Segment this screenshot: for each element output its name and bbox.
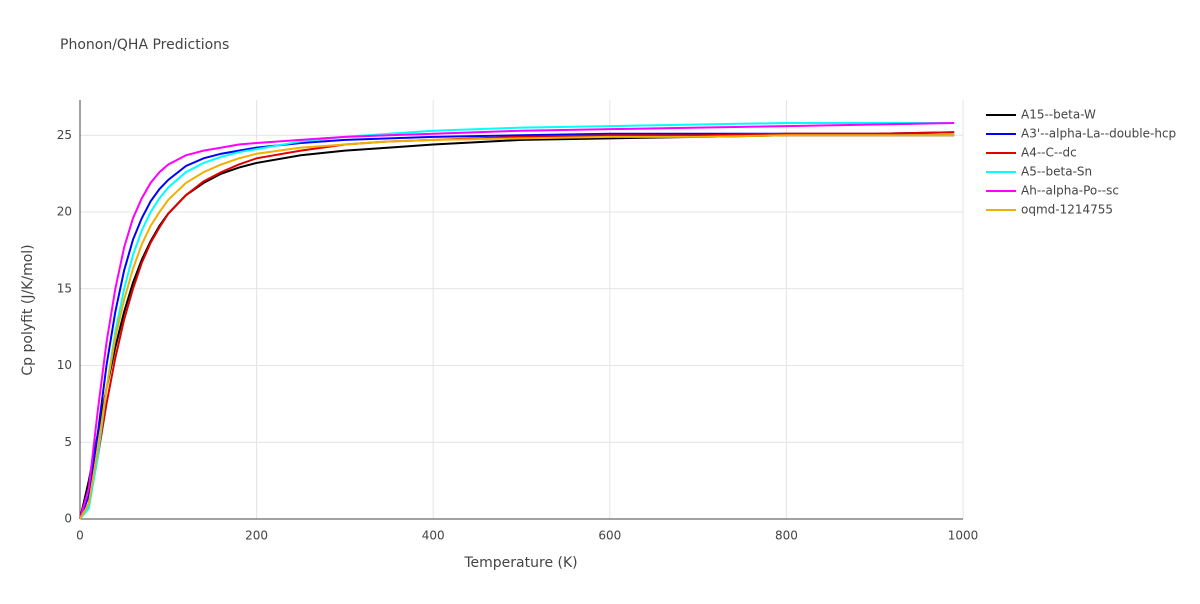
series-line [79, 122, 955, 520]
x-tick-label: 600 [598, 529, 621, 543]
y-tick-label: 10 [57, 358, 72, 372]
y-tick-label: 15 [57, 281, 72, 295]
y-tick-label: 5 [64, 435, 72, 449]
legend-label: A15--beta-W [1021, 108, 1096, 122]
series-line [79, 131, 955, 520]
legend-label: oqmd-1214755 [1021, 203, 1113, 217]
chart-title: Phonon/QHA Predictions [60, 37, 229, 53]
x-tick-label: 400 [422, 529, 445, 543]
x-axis-label: Temperature (K) [463, 555, 577, 571]
y-tick-label: 0 [64, 512, 72, 526]
series-line [79, 134, 955, 520]
legend-label: A5--beta-Sn [1021, 165, 1092, 179]
x-tick-label: 800 [775, 529, 798, 543]
series-line [79, 134, 955, 520]
legend-label: A4--C--dc [1021, 146, 1077, 160]
legend-label: Ah--alpha-Po--sc [1021, 184, 1119, 198]
x-tick-label: 0 [76, 529, 84, 543]
series-line [79, 131, 955, 520]
y-axis-label: Cp polyfit (J/K/mol) [20, 244, 36, 375]
series-line [79, 122, 955, 520]
y-tick-label: 20 [57, 205, 72, 219]
legend-label: A3'--alpha-La--double-hcp [1021, 127, 1176, 141]
y-tick-label: 25 [57, 128, 72, 142]
x-tick-label: 200 [245, 529, 268, 543]
x-tick-label: 1000 [948, 529, 979, 543]
